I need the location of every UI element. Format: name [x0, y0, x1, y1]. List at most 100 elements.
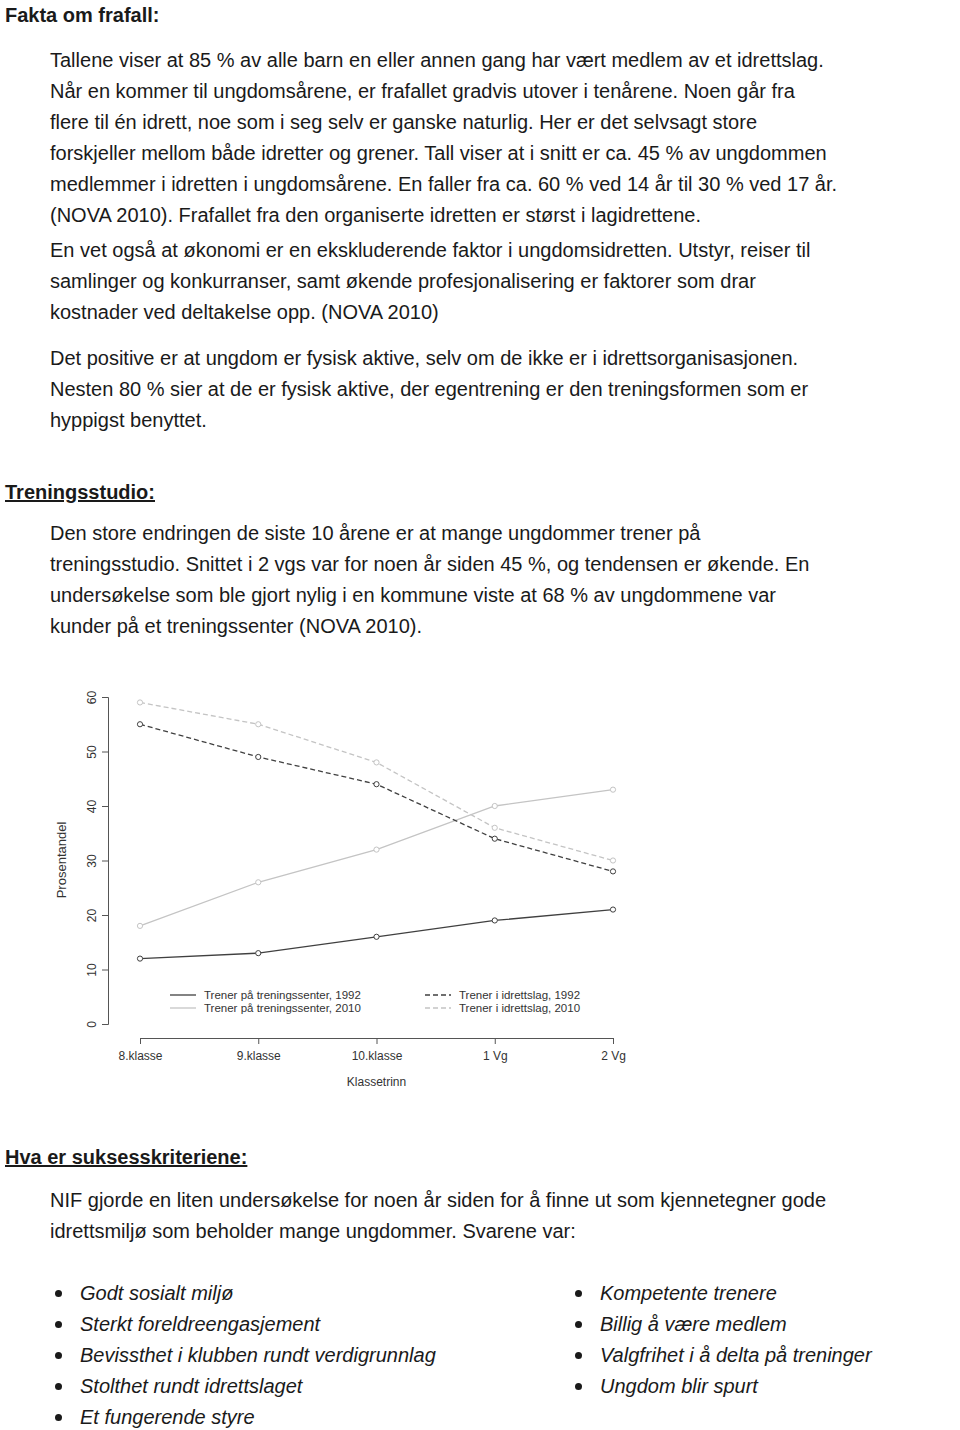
point: [374, 782, 379, 787]
tick: 60: [85, 691, 108, 705]
bullet: [575, 1383, 582, 1390]
bullet: [575, 1321, 582, 1328]
chart: 01020304050608.klasse9.klasse10.klasse1 …: [0, 680, 700, 1100]
tick: 10.klasse: [352, 1038, 403, 1063]
point: [374, 934, 379, 939]
legend-label: Trener i idrettslag, 1992: [459, 989, 580, 1001]
bullet: [55, 1383, 62, 1390]
tick: 10: [85, 963, 108, 977]
tick-mark: [102, 1024, 108, 1025]
paragraph-line: undersøkelse som ble gjort nylig i en ko…: [50, 580, 776, 610]
bullet-item: Godt sosialt miljø: [80, 1278, 233, 1308]
page: Fakta om frafall: Tallene viser at 85 % a…: [0, 0, 960, 1430]
tick-mark: [102, 806, 108, 807]
point: [610, 858, 615, 863]
paragraph-line: Når en kommer til ungdomsårene, er frafa…: [50, 76, 795, 106]
tick: 2 Vg: [601, 1038, 626, 1063]
series-line: [140, 910, 613, 959]
tick: 9.klasse: [237, 1038, 281, 1063]
point: [256, 951, 261, 956]
bullet-item: Valgfrihet i å delta på treninger: [600, 1340, 872, 1370]
paragraph-line: Det positive er at ungdom er fysisk akti…: [50, 343, 798, 373]
tick-label: 10: [85, 963, 99, 977]
tick-label: 10.klasse: [352, 1049, 403, 1063]
tick: 1 Vg: [483, 1038, 508, 1063]
legend-swatch: [170, 994, 196, 995]
tick-mark: [102, 697, 108, 698]
point: [610, 787, 615, 792]
bullet: [55, 1321, 62, 1328]
tick-mark: [102, 970, 108, 971]
tick: 0: [85, 1021, 108, 1028]
legend-swatch: [425, 994, 451, 995]
paragraph-line: kunder på et treningssenter (NOVA 2010).: [50, 611, 422, 641]
point: [492, 825, 497, 830]
tick: 30: [85, 854, 108, 868]
paragraph-line: kostnader ved deltakelse opp. (NOVA 2010…: [50, 297, 439, 327]
paragraph-line: NIF gjorde en liten undersøkelse for noe…: [50, 1185, 826, 1215]
tick: 20: [85, 909, 108, 923]
tick-label: 8.klasse: [118, 1049, 162, 1063]
tick-label: 0: [85, 1021, 99, 1028]
point: [492, 836, 497, 841]
legend: Trener på treningssenter, 1992Trener på …: [170, 989, 580, 1014]
axis-title: Prosentandel: [54, 822, 69, 899]
heading: Fakta om frafall:: [5, 0, 159, 30]
paragraph-line: Nesten 80 % sier at de er fysisk aktive,…: [50, 374, 808, 404]
paragraph-line: Den store endringen de siste 10 årene er…: [50, 518, 700, 548]
point: [610, 869, 615, 874]
bullet-item: Ungdom blir spurt: [600, 1371, 758, 1401]
x-axis: 8.klasse 9.klasse 10.klasse 1 Vg 2 Vg: [118, 1038, 625, 1063]
legend-label: Trener i idrettslag, 2010: [459, 1002, 580, 1014]
bullet-item: Et fungerende styre: [80, 1402, 255, 1430]
paragraph-line: treningsstudio. Snittet i 2 vgs var for …: [50, 549, 809, 579]
tick-label: 2 Vg: [601, 1049, 626, 1063]
legend-label: Trener på treningssenter, 2010: [204, 1002, 361, 1014]
tick-label: 9.klasse: [237, 1049, 281, 1063]
bullet-item: Stolthet rundt idrettslaget: [80, 1371, 302, 1401]
tick-mark: [140, 1038, 141, 1044]
point: [492, 803, 497, 808]
series-line: [140, 790, 613, 926]
axis-line: [141, 1039, 614, 1045]
bullet: [55, 1290, 62, 1297]
tick-mark: [102, 752, 108, 753]
series-line: [140, 724, 613, 871]
y-axis: 0102030405060: [85, 691, 109, 1028]
point: [374, 847, 379, 852]
heading: Treningsstudio:: [5, 477, 155, 507]
tick-label: 50: [85, 745, 99, 759]
point: [256, 754, 261, 759]
point: [374, 760, 379, 765]
paragraph-line: flere til én idrett, noe som i seg selv …: [50, 107, 757, 137]
plot-area: [137, 700, 615, 961]
point: [137, 700, 142, 705]
tick-label: 60: [85, 691, 99, 705]
bullet: [575, 1290, 582, 1297]
series-line: [140, 702, 613, 860]
paragraph-line: medlemmer i idretten i ungdomsårene. En …: [50, 169, 837, 199]
legend-swatch: [425, 1007, 451, 1008]
point: [137, 923, 142, 928]
paragraph-line: Tallene viser at 85 % av alle barn en el…: [50, 45, 824, 75]
bullet-item: Sterkt foreldreengasjement: [80, 1309, 320, 1339]
heading: Hva er suksesskriteriene:: [5, 1142, 247, 1172]
point: [256, 880, 261, 885]
bullet-item: Kompetente trenere: [600, 1278, 777, 1308]
legend-label: Trener på treningssenter, 1992: [204, 989, 361, 1001]
paragraph-line: forskjeller mellom både idretter og gren…: [50, 138, 827, 168]
axis-line: [102, 698, 109, 1025]
paragraph-line: hyppigst benyttet.: [50, 405, 207, 435]
paragraph-line: idrettsmiljø som beholder mange ungdomme…: [50, 1216, 576, 1246]
tick-mark: [613, 1038, 614, 1044]
bullet: [575, 1352, 582, 1359]
axis-title: Klassetrinn: [347, 1075, 406, 1089]
legend-swatch: [170, 1007, 196, 1008]
tick-mark: [258, 1038, 259, 1044]
point: [137, 722, 142, 727]
point: [492, 918, 497, 923]
tick-mark: [102, 915, 108, 916]
paragraph-line: En vet også at økonomi er en ekskluderen…: [50, 235, 810, 265]
bullet-item: Billig å være medlem: [600, 1309, 787, 1339]
point: [256, 722, 261, 727]
